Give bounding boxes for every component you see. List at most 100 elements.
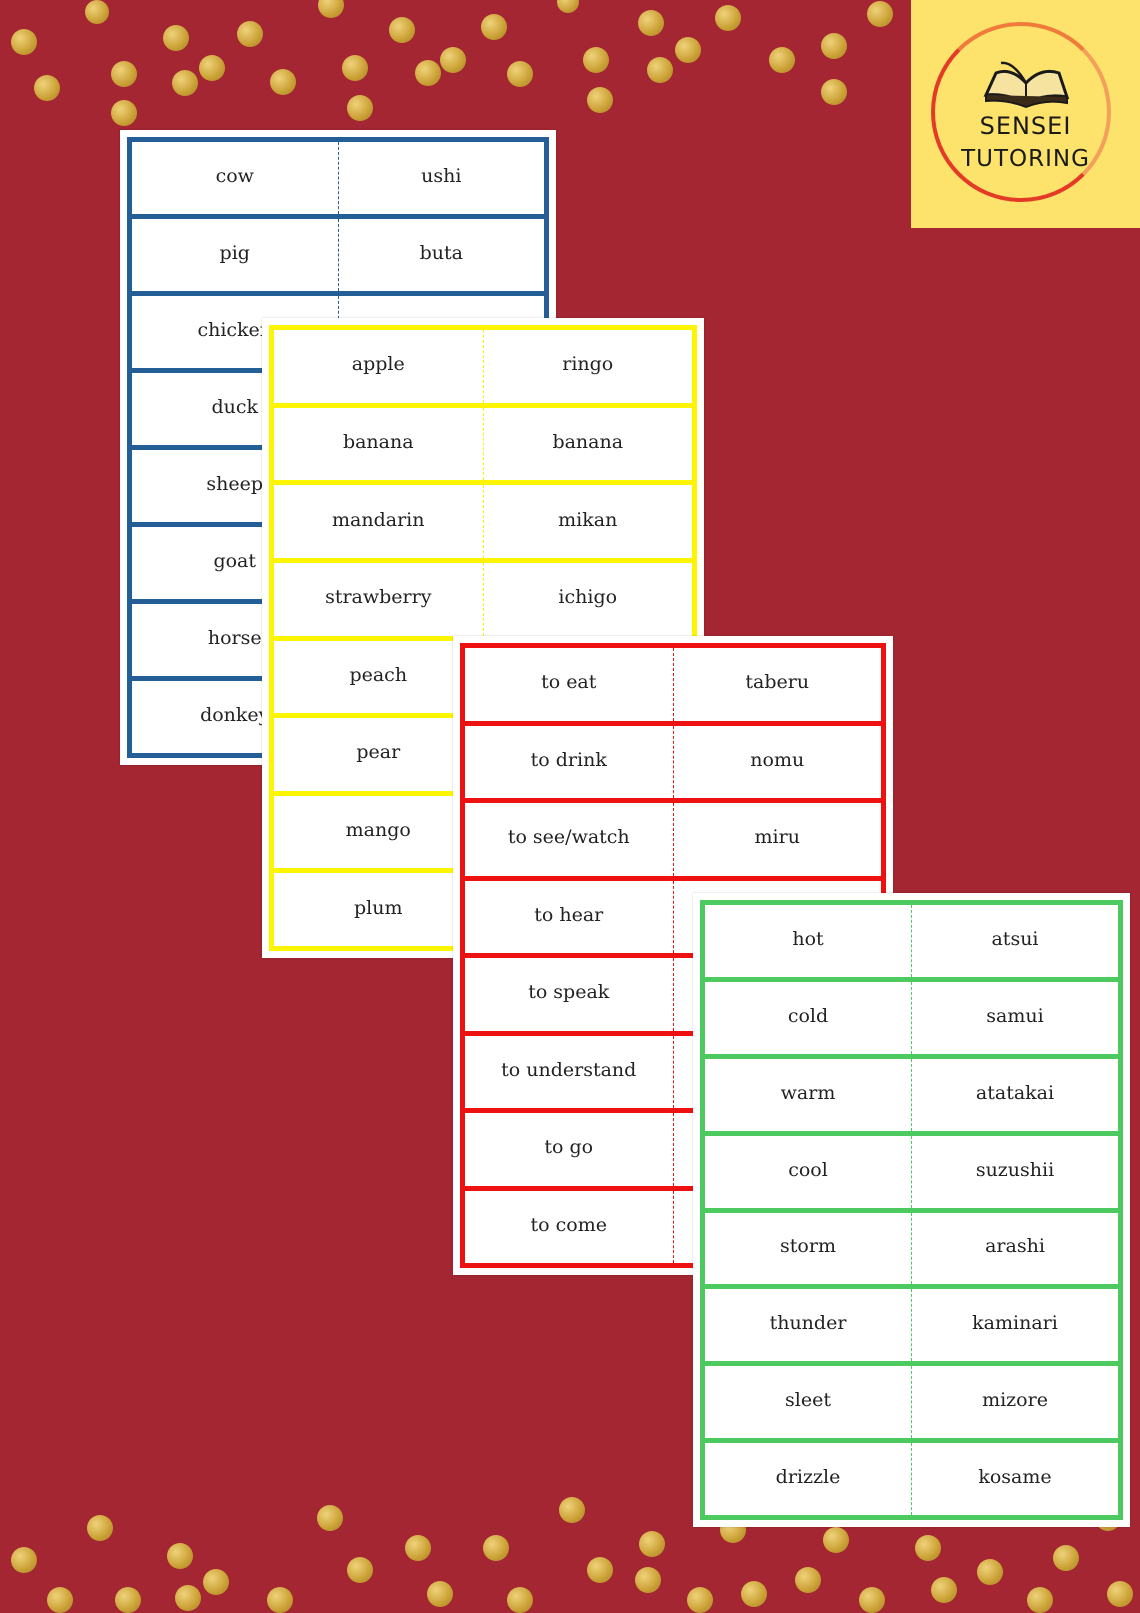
gold-dot bbox=[87, 1515, 113, 1541]
gold-dot bbox=[342, 55, 368, 81]
gold-dot bbox=[347, 95, 373, 121]
english-word: to understand bbox=[465, 1035, 674, 1108]
japanese-word: ushi bbox=[421, 165, 462, 187]
gold-dot bbox=[821, 33, 847, 59]
gold-dot bbox=[557, 0, 579, 13]
logo-ring bbox=[931, 22, 1111, 202]
english-word: apple bbox=[274, 330, 484, 403]
english-word: to hear bbox=[465, 880, 674, 953]
logo-text-line2: TUTORING bbox=[961, 146, 1090, 172]
logo-text-line1: SENSEI bbox=[979, 112, 1072, 140]
gold-dot bbox=[267, 1587, 293, 1613]
gold-dot bbox=[977, 1559, 1003, 1585]
open-book-icon bbox=[983, 61, 1070, 109]
gold-dot bbox=[769, 47, 795, 73]
gold-dot bbox=[587, 87, 613, 113]
gold-dot bbox=[237, 21, 263, 47]
english-word: warm bbox=[705, 1058, 912, 1131]
gold-dot bbox=[11, 1547, 37, 1573]
gold-dot bbox=[715, 5, 741, 31]
english-word: mandarin bbox=[274, 485, 484, 558]
english-word: thunder bbox=[705, 1289, 912, 1362]
gold-dot bbox=[483, 1535, 509, 1561]
gold-dot bbox=[859, 1587, 885, 1613]
gold-dot bbox=[163, 25, 189, 51]
english-word: cool bbox=[705, 1135, 912, 1208]
flashcard-row: sleet mizore bbox=[705, 1366, 1118, 1444]
english-word: hot bbox=[705, 905, 912, 977]
japanese-word: arashi bbox=[985, 1235, 1045, 1258]
flashcard-row: banana banana bbox=[274, 407, 692, 486]
gold-dot bbox=[440, 47, 466, 73]
english-word: to go bbox=[465, 1113, 674, 1186]
gold-dot bbox=[1053, 1545, 1079, 1571]
gold-dot bbox=[85, 0, 109, 24]
gold-dot bbox=[389, 17, 415, 43]
gold-dot bbox=[318, 0, 344, 18]
gold-dot bbox=[867, 1, 893, 27]
japanese-word: buta bbox=[419, 242, 463, 264]
gold-dot bbox=[687, 1587, 713, 1613]
gold-dot bbox=[795, 1567, 821, 1593]
japanese-word: miru bbox=[754, 826, 800, 849]
japanese-word: mikan bbox=[558, 508, 618, 531]
japanese-word: nomu bbox=[750, 748, 805, 771]
gold-dot bbox=[427, 1581, 453, 1607]
japanese-word: banana bbox=[552, 430, 624, 453]
gold-dot bbox=[115, 1587, 141, 1613]
english-word: cold bbox=[705, 981, 912, 1054]
gold-dot bbox=[931, 1577, 957, 1603]
gold-dot bbox=[270, 69, 296, 95]
flashcard-row: to see/watch miru bbox=[465, 803, 881, 881]
flashcard-row: cow ushi bbox=[132, 142, 544, 219]
english-word: cow bbox=[132, 142, 339, 214]
flashcard-row: hot atsui bbox=[705, 905, 1118, 982]
japanese-word: suzushii bbox=[975, 1158, 1055, 1181]
gold-dot bbox=[175, 1585, 201, 1611]
japanese-word: kaminari bbox=[972, 1312, 1058, 1335]
flashcard-row: cold samui bbox=[705, 981, 1118, 1059]
gold-dot bbox=[11, 29, 37, 55]
japanese-word: atatakai bbox=[975, 1081, 1055, 1104]
english-word: drizzle bbox=[705, 1443, 912, 1515]
english-word: to drink bbox=[465, 725, 674, 798]
flashcard-row: thunder kaminari bbox=[705, 1289, 1118, 1367]
gold-dot bbox=[111, 100, 137, 126]
english-word: strawberry bbox=[274, 562, 484, 636]
gold-dot bbox=[203, 1569, 229, 1595]
gold-dot bbox=[741, 1581, 767, 1607]
gold-dot bbox=[111, 61, 137, 87]
gold-dot bbox=[638, 10, 664, 36]
gold-dot bbox=[559, 1497, 585, 1523]
english-word: to eat bbox=[465, 648, 674, 721]
english-word: pig bbox=[132, 219, 339, 291]
gold-dot bbox=[1107, 1581, 1133, 1607]
flashcard-row: to drink nomu bbox=[465, 725, 881, 803]
gold-dot bbox=[587, 1557, 613, 1583]
flashcard-row: cool suzushii bbox=[705, 1135, 1118, 1213]
gold-dot bbox=[47, 1587, 73, 1613]
flashcard-row: to eat taberu bbox=[465, 648, 881, 726]
gold-dot bbox=[823, 1527, 849, 1553]
japanese-word: ichigo bbox=[558, 586, 618, 609]
english-word: to speak bbox=[465, 958, 674, 1031]
japanese-word: atsui bbox=[991, 927, 1039, 950]
gold-dot bbox=[583, 47, 609, 73]
gold-dot bbox=[647, 57, 673, 83]
flashcard-row: to understand bbox=[465, 1035, 881, 1113]
gold-dot bbox=[481, 14, 507, 40]
flashcard-row: to go bbox=[465, 1113, 881, 1191]
flashcard-sheet-weather: hot atsui cold samui warm atatakai cool suzushi… bbox=[693, 893, 1130, 1527]
gold-dot bbox=[317, 1505, 343, 1531]
flashcard-row: apple ringo bbox=[274, 330, 692, 408]
card-frame: hot atsui cold samui warm atatakai cool suzushi… bbox=[700, 900, 1123, 1520]
flashcard-row: to come bbox=[465, 1190, 881, 1263]
japanese-word: samui bbox=[986, 1004, 1044, 1027]
gold-dot bbox=[167, 1543, 193, 1569]
flashcard-row: mandarin mikan bbox=[274, 485, 692, 563]
english-word: to come bbox=[465, 1190, 674, 1263]
gold-dot bbox=[507, 1587, 533, 1613]
flashcard-row: drizzle kosame bbox=[705, 1443, 1118, 1515]
gold-dot bbox=[405, 1535, 431, 1561]
flashcard-row: storm arashi bbox=[705, 1212, 1118, 1290]
